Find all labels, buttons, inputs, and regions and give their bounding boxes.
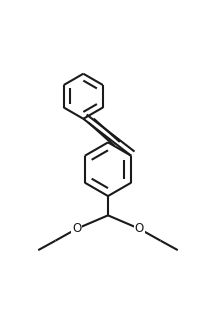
Text: O: O [72,222,81,235]
Text: O: O [135,222,144,235]
